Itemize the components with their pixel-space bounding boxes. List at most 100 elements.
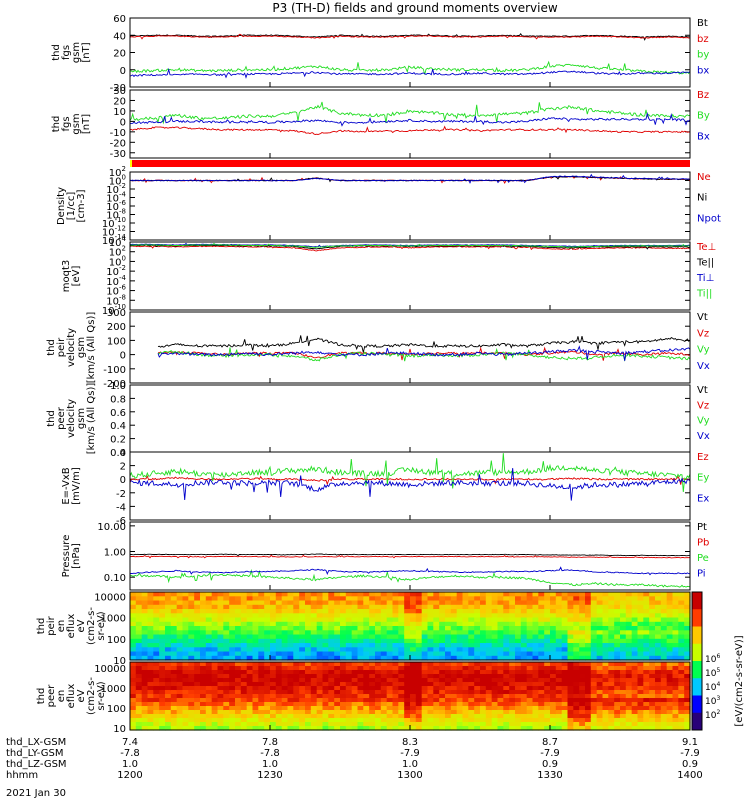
spectrogram-cell (141, 670, 149, 675)
spectrogram-cell (561, 666, 569, 671)
spectrogram-cell (415, 592, 423, 597)
spectrogram-cell (229, 617, 236, 623)
spectrogram-cell (375, 690, 382, 695)
spectrogram-cell (275, 613, 283, 619)
spectrogram-cell (532, 643, 539, 648)
spectrogram-cell (369, 718, 376, 723)
spectrogram-cell (293, 592, 300, 597)
spectrogram-cell (526, 678, 534, 683)
spectrogram-cell (526, 609, 534, 614)
spectrogram-cell (182, 714, 189, 719)
spectrogram-cell (386, 634, 394, 640)
spectrogram-cell (579, 686, 586, 691)
spectrogram-cell (515, 604, 522, 610)
spectrogram-cell (176, 686, 184, 691)
colorbar-tick-label: 106 (705, 653, 720, 665)
spectrogram-cell (264, 702, 271, 707)
spectrogram-cell (625, 686, 633, 691)
spectrogram-cell (380, 662, 388, 667)
spectrogram-cell (328, 609, 335, 614)
spectrogram-cell (573, 613, 580, 619)
spectrogram-cell (194, 714, 201, 719)
spectrogram-cell (415, 702, 423, 707)
spectrogram-cell (188, 714, 195, 719)
spectrogram-cell (293, 613, 300, 619)
spectrogram-cell (672, 609, 679, 614)
spectrogram-cell (485, 626, 493, 631)
spectrogram-cell (340, 698, 347, 703)
spectrogram-cell (170, 621, 178, 627)
spectrogram-cell (555, 600, 563, 606)
spectrogram-cell (573, 686, 580, 691)
spectrogram-cell (427, 706, 434, 711)
spectrogram-cell (509, 686, 516, 691)
spectrogram-cell (398, 613, 405, 619)
spectrogram-cell (275, 714, 283, 719)
spectrogram-cell (246, 690, 254, 695)
spectrogram-cell (427, 690, 434, 695)
spectrogram-cell (153, 638, 160, 644)
spectrogram-cell (159, 718, 166, 723)
spectrogram-cell (235, 718, 242, 723)
spectrogram-cell (188, 617, 195, 623)
spectrogram-cell (170, 613, 178, 619)
spectrogram-cell (194, 609, 201, 614)
spectrogram-cell (550, 678, 557, 683)
spectrogram-cell (637, 630, 644, 636)
spectrogram-cell (660, 613, 668, 619)
spectrogram-cell (316, 670, 324, 675)
spectrogram-cell (625, 666, 633, 671)
spectrogram-cell (135, 702, 143, 707)
spectrogram-cell (135, 638, 143, 644)
spectrogram-cell (544, 630, 551, 636)
spectrogram-cell (135, 630, 143, 636)
spectrogram-cell (684, 666, 691, 671)
spectrogram-cell (182, 722, 189, 727)
spectrogram-cell (328, 643, 335, 648)
spectrogram-cell (637, 592, 644, 597)
spectrogram-cell (223, 626, 230, 631)
spectrogram-cell (503, 630, 510, 636)
spectrogram-cell (509, 621, 516, 627)
spectrogram-cell (345, 710, 353, 715)
spectrogram-cell (316, 666, 324, 671)
spectrogram-cell (614, 609, 621, 614)
spectrogram-cell (211, 617, 219, 623)
spectrogram-cell (270, 666, 277, 671)
spectrogram-cell (520, 694, 528, 699)
spectrogram-cell (526, 617, 534, 623)
spectrogram-cell (649, 674, 656, 679)
spectrogram-cell (456, 674, 464, 679)
spectrogram-cell (322, 592, 329, 597)
spectrogram-cell (252, 694, 259, 699)
spectrogram-cell (515, 647, 522, 653)
spectrogram-cell (427, 714, 434, 719)
spectrogram-cell (596, 647, 604, 653)
spectrogram-cell (573, 674, 580, 679)
spectrogram-cell (672, 682, 679, 687)
spectrogram-cell (369, 613, 376, 619)
spectrogram-cell (340, 670, 347, 675)
spectrogram-cell (579, 722, 586, 727)
spectrogram-cell (130, 710, 137, 715)
spectrogram-cell (643, 726, 650, 731)
spectrogram-cell (585, 722, 592, 727)
spectrogram-cell (217, 626, 224, 631)
spectrogram-cell (194, 666, 201, 671)
spectrogram-cell (672, 698, 679, 703)
spectrogram-cell (415, 643, 423, 648)
spectrogram-cell (544, 706, 551, 711)
spectrogram-cell (130, 651, 137, 657)
spectrogram-cell (246, 626, 254, 631)
spectrogram-cell (485, 609, 493, 614)
spectrogram-cell (264, 674, 271, 679)
series-line-Ex (129, 468, 691, 501)
spectrogram-cell (544, 666, 551, 671)
spectrogram-cell (270, 651, 277, 657)
spectrogram-cell (491, 592, 499, 597)
y-tick-label: 0 (120, 66, 126, 77)
spectrogram-cell (130, 626, 137, 631)
spectrogram-cell (328, 613, 335, 619)
spectrogram-cell (182, 604, 189, 610)
spectrogram-cell (433, 609, 440, 614)
